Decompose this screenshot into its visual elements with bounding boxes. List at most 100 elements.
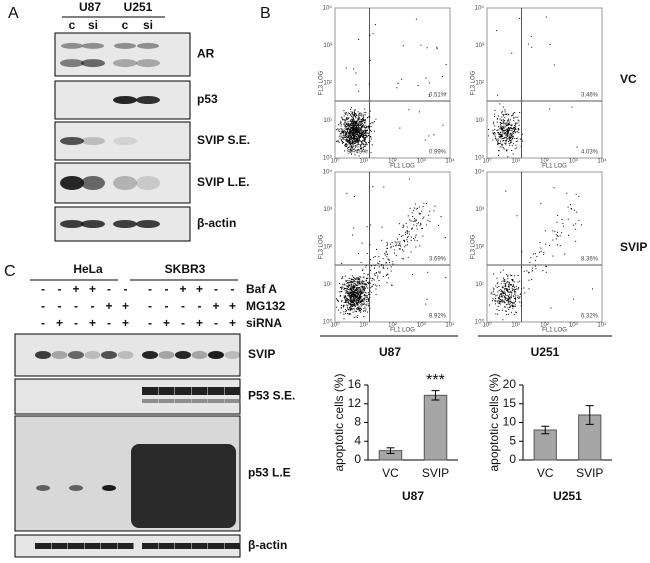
event-dot (555, 238, 557, 240)
event-dot (349, 296, 351, 298)
event-dot (351, 130, 353, 132)
event-dot (355, 114, 357, 116)
event-dot (353, 135, 355, 137)
event-dot (497, 313, 499, 315)
event-dot (357, 138, 359, 140)
band (158, 387, 175, 395)
band (208, 543, 224, 549)
event-dot (512, 135, 514, 137)
event-dot (352, 135, 354, 137)
event-dot (362, 133, 364, 135)
treatment-sign: - (107, 282, 111, 296)
event-dot (518, 128, 520, 130)
event-dot (367, 283, 369, 285)
event-dot (365, 132, 367, 134)
event-dot (555, 234, 557, 236)
event-dot (353, 283, 355, 285)
event-dot (360, 126, 362, 128)
event-dot (513, 119, 515, 121)
event-dot (549, 108, 551, 110)
event-dot (356, 123, 358, 125)
x-tick-label: VC (382, 466, 399, 480)
event-dot (359, 127, 361, 129)
event-dot (510, 284, 512, 286)
event-dot (496, 309, 498, 311)
event-dot (356, 308, 358, 310)
event-dot (345, 135, 347, 137)
band (136, 176, 160, 190)
event-dot (365, 136, 367, 138)
event-dot (543, 251, 545, 253)
event-dot (355, 132, 357, 134)
event-dot (502, 293, 504, 295)
event-dot (501, 119, 503, 121)
event-dot (506, 133, 508, 135)
event-dot (360, 291, 362, 293)
event-dot (503, 282, 505, 284)
event-dot (488, 135, 489, 137)
event-dot (513, 127, 515, 129)
event-dot (347, 139, 349, 141)
event-dot (361, 300, 363, 302)
event-dot (350, 133, 352, 135)
event-dot (348, 303, 350, 305)
event-dot (356, 302, 358, 304)
event-dot (341, 139, 343, 141)
event-dot (418, 206, 420, 208)
event-dot (359, 140, 361, 142)
event-dot (361, 281, 363, 283)
event-dot (336, 129, 337, 131)
event-dot (354, 120, 356, 122)
event-dot (363, 145, 365, 147)
event-dot (363, 281, 365, 283)
event-dot (350, 278, 352, 280)
event-dot (353, 196, 355, 198)
event-dot (360, 292, 362, 294)
event-dot (350, 285, 352, 287)
x-tick-label: SVIP (576, 466, 603, 480)
event-dot (352, 119, 354, 121)
event-dot (509, 299, 511, 301)
event-dot (501, 290, 503, 292)
event-dot (407, 241, 409, 243)
event-dot (369, 308, 371, 310)
event-dot (423, 202, 425, 204)
event-dot (357, 304, 359, 306)
event-dot (345, 280, 347, 282)
event-dot (339, 295, 341, 297)
x-tick-label: 10¹ (511, 159, 520, 165)
treatment-sign: + (196, 316, 203, 330)
event-dot (339, 133, 341, 135)
event-dot (358, 281, 360, 283)
event-dot (497, 282, 499, 284)
event-dot (349, 140, 351, 142)
event-dot (350, 108, 352, 110)
event-dot (344, 287, 346, 289)
event-dot (348, 117, 350, 119)
event-dot (548, 244, 550, 246)
event-dot (353, 123, 355, 125)
event-dot (347, 112, 349, 114)
error-bar (541, 425, 550, 435)
event-dot (352, 143, 354, 145)
event-dot (500, 123, 502, 125)
event-dot (515, 299, 517, 301)
event-dot (523, 270, 525, 272)
event-dot (396, 238, 398, 240)
y-tick-label: 10⁰ (475, 319, 485, 326)
event-dot (412, 221, 414, 223)
event-dot (509, 306, 511, 308)
event-dot (427, 219, 429, 221)
event-dot (369, 34, 371, 36)
event-dot (355, 124, 357, 126)
event-dot (504, 288, 506, 290)
event-dot (358, 297, 360, 299)
event-dot (360, 298, 362, 300)
event-dot (363, 288, 365, 290)
event-dot (352, 132, 354, 134)
event-dot (350, 293, 352, 295)
event-dot (345, 311, 347, 313)
event-dot (353, 286, 355, 288)
event-dot (353, 115, 355, 117)
event-dot (354, 278, 356, 280)
